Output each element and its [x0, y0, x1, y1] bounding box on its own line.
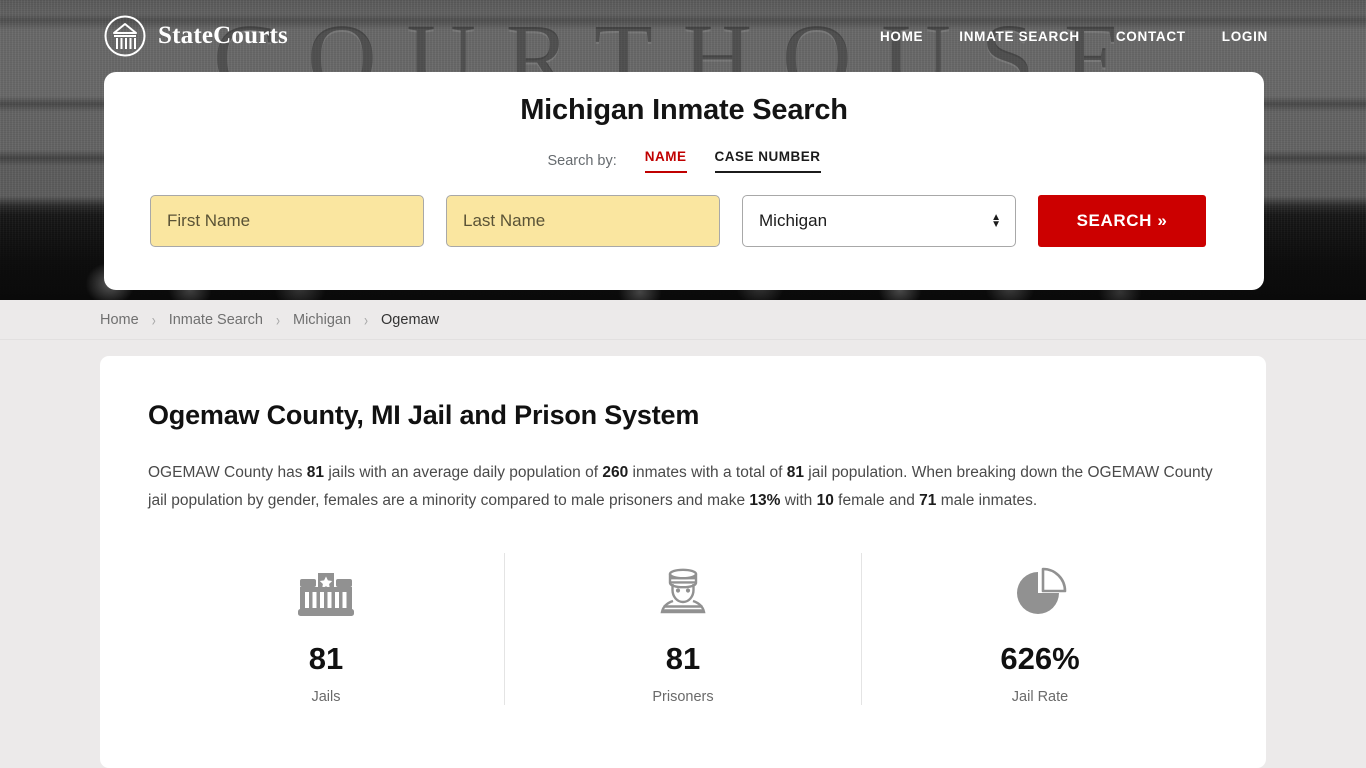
- breadcrumb-separator: ›: [276, 310, 280, 329]
- intro-jails-count: 81: [306, 464, 325, 481]
- search-button[interactable]: SEARCH »: [1038, 195, 1206, 247]
- page-title: Ogemaw County, MI Jail and Prison System: [148, 400, 700, 430]
- intro-male-count: 71: [919, 492, 937, 509]
- pie-chart-icon: [1010, 561, 1070, 623]
- intro-text: jail population. When breaking down the …: [148, 464, 1213, 509]
- search-fields-row: Michigan ▲▼ SEARCH »: [104, 195, 1264, 247]
- breadcrumb-item-ogemaw: Ogemaw: [381, 311, 440, 328]
- breadcrumb-separator: ›: [364, 310, 369, 329]
- stat-prisoners: 81 Prisoners: [504, 553, 861, 705]
- search-button-label: SEARCH: [1076, 211, 1152, 230]
- brand-name: StateCourts: [158, 22, 288, 49]
- chevron-updown-icon: ▲ ▼: [991, 212, 1001, 230]
- nav-inmate-search[interactable]: INMATE SEARCH: [959, 28, 1080, 44]
- first-name-input[interactable]: [150, 195, 424, 247]
- intro-text: male inmates.: [936, 492, 1038, 509]
- double-chevron-right-icon: »: [1157, 211, 1168, 230]
- courthouse-circle-logo-icon: [104, 15, 146, 57]
- intro-text: OGEMAW County has: [148, 464, 307, 481]
- county-content-card: Ogemaw County, MI Jail and Prison System…: [100, 356, 1266, 768]
- intro-text: jails with an average daily population o…: [324, 464, 603, 481]
- tab-search-by-name[interactable]: NAME: [644, 149, 687, 173]
- site-header: StateCourts HOME INMATE SEARCH CONTACT L…: [0, 0, 1366, 72]
- nav-login[interactable]: LOGIN: [1221, 28, 1268, 44]
- breadcrumb-item-home[interactable]: Home: [100, 311, 139, 328]
- stat-jails: 81 Jails: [148, 553, 504, 705]
- county-intro-paragraph: OGEMAW County has 81 jails with an avera…: [148, 459, 1213, 515]
- nav-contact[interactable]: CONTACT: [1115, 28, 1186, 44]
- intro-female-count: 10: [816, 492, 834, 509]
- intro-daily-population: 260: [602, 464, 629, 481]
- intro-text: with: [780, 492, 817, 509]
- intro-female-percent: 13%: [749, 492, 781, 509]
- main-navigation: HOME INMATE SEARCH CONTACT LOGIN: [880, 29, 1268, 44]
- search-card-title: Michigan Inmate Search: [520, 94, 848, 126]
- search-by-row: Search by: NAME CASE NUMBER: [104, 149, 1264, 173]
- intro-total-population: 81: [786, 464, 804, 481]
- brand-logo-link[interactable]: StateCourts: [104, 15, 288, 57]
- state-select-value: Michigan: [759, 211, 828, 230]
- search-by-label: Search by:: [547, 153, 617, 169]
- county-stats-row: 81 Jails 81 Priso: [148, 553, 1218, 705]
- inmate-search-card: Michigan Inmate Search Search by: NAME C…: [104, 72, 1264, 290]
- intro-text: female and: [833, 492, 920, 509]
- intro-text: inmates with a total of: [628, 464, 787, 481]
- stat-jail-rate-label: Jail Rate: [1011, 689, 1069, 705]
- last-name-input[interactable]: [446, 195, 720, 247]
- breadcrumb-item-inmate-search[interactable]: Inmate Search: [168, 311, 263, 328]
- breadcrumb-item-michigan[interactable]: Michigan: [293, 311, 352, 328]
- stat-prisoners-value: 81: [665, 641, 701, 676]
- jail-building-icon: [294, 561, 358, 623]
- stat-prisoners-label: Prisoners: [652, 689, 714, 705]
- stat-jail-rate: 626% Jail Rate: [861, 553, 1218, 705]
- stat-jail-rate-value: 626%: [1000, 641, 1080, 676]
- stat-jails-label: Jails: [311, 689, 341, 705]
- stat-jails-value: 81: [308, 641, 344, 676]
- nav-home[interactable]: HOME: [879, 28, 924, 44]
- tab-search-by-case-number[interactable]: CASE NUMBER: [714, 149, 821, 173]
- breadcrumb-separator: ›: [151, 310, 156, 329]
- prisoner-icon: [654, 561, 712, 623]
- breadcrumb: Home › Inmate Search › Michigan › Ogemaw: [0, 300, 1366, 340]
- state-select[interactable]: Michigan ▲ ▼: [742, 195, 1016, 247]
